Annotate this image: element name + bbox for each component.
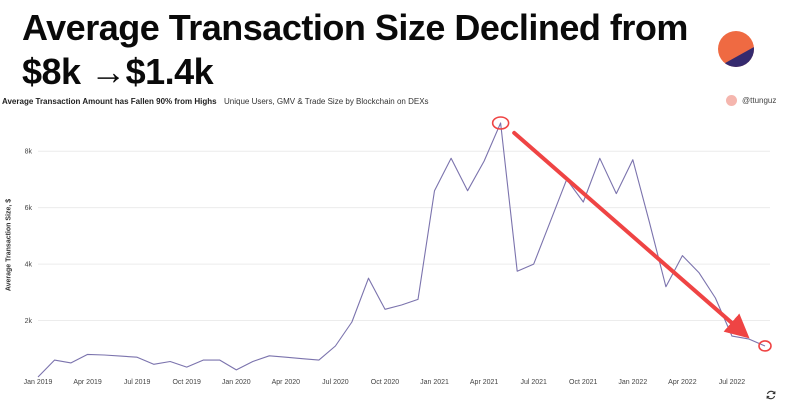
x-tick-label: Jan 2019 (24, 379, 53, 386)
headline: Average Transaction Size Declined from $… (22, 6, 688, 94)
x-tick-label: Apr 2021 (470, 379, 499, 386)
chart-title: Average Transaction Amount has Fallen 90… (2, 97, 217, 106)
headline-line-1: Average Transaction Size Declined from (22, 7, 688, 48)
x-tick-label: Jul 2020 (322, 379, 349, 386)
grid (38, 150, 770, 322)
peak-circle (491, 116, 510, 130)
x-tick-label: Apr 2022 (668, 379, 697, 386)
annotations (491, 116, 772, 352)
x-tick-label: Oct 2020 (371, 379, 400, 386)
y-tick-label: 4k (25, 262, 33, 269)
x-tick-label: Jul 2021 (520, 379, 547, 386)
x-tick-label: Apr 2019 (73, 379, 102, 386)
x-tick-label: Jul 2022 (719, 379, 746, 386)
x-tick-label: Oct 2021 (569, 379, 598, 386)
credit-badge[interactable]: @ttunguz (726, 95, 776, 106)
end-circle (758, 340, 772, 352)
x-tick-label: Jan 2021 (420, 379, 449, 386)
trend-arrow (512, 130, 750, 339)
series (37, 122, 766, 378)
y-tick-label: 6k (25, 205, 33, 212)
x-tick-label: Jan 2022 (618, 379, 647, 386)
refresh-icon[interactable] (765, 389, 777, 401)
x-tick-label: Jan 2020 (222, 379, 251, 386)
y-tick-label: 8k (25, 149, 33, 156)
series-line (37, 122, 766, 378)
logo-icon (718, 31, 754, 67)
y-ticks: 2k 4k 6k 8k (25, 149, 33, 325)
headline-line-2: $8k →$1.4k (22, 51, 214, 92)
chart-subtitle: Unique Users, GMV & Trade Size by Blockc… (224, 97, 429, 106)
avatar-icon (726, 95, 737, 106)
x-tick-label: Apr 2020 (272, 379, 301, 386)
chart-header: Average Transaction Amount has Fallen 90… (0, 95, 800, 111)
y-tick-label: 2k (25, 318, 33, 325)
logo-bottom (718, 47, 754, 67)
x-tick-label: Jul 2019 (124, 379, 151, 386)
x-ticks: Jan 2019 Apr 2019 Jul 2019 Oct 2019 Jan 2020… (24, 379, 746, 386)
x-tick-label: Oct 2019 (172, 379, 201, 386)
credit-label: @ttunguz (742, 96, 777, 105)
